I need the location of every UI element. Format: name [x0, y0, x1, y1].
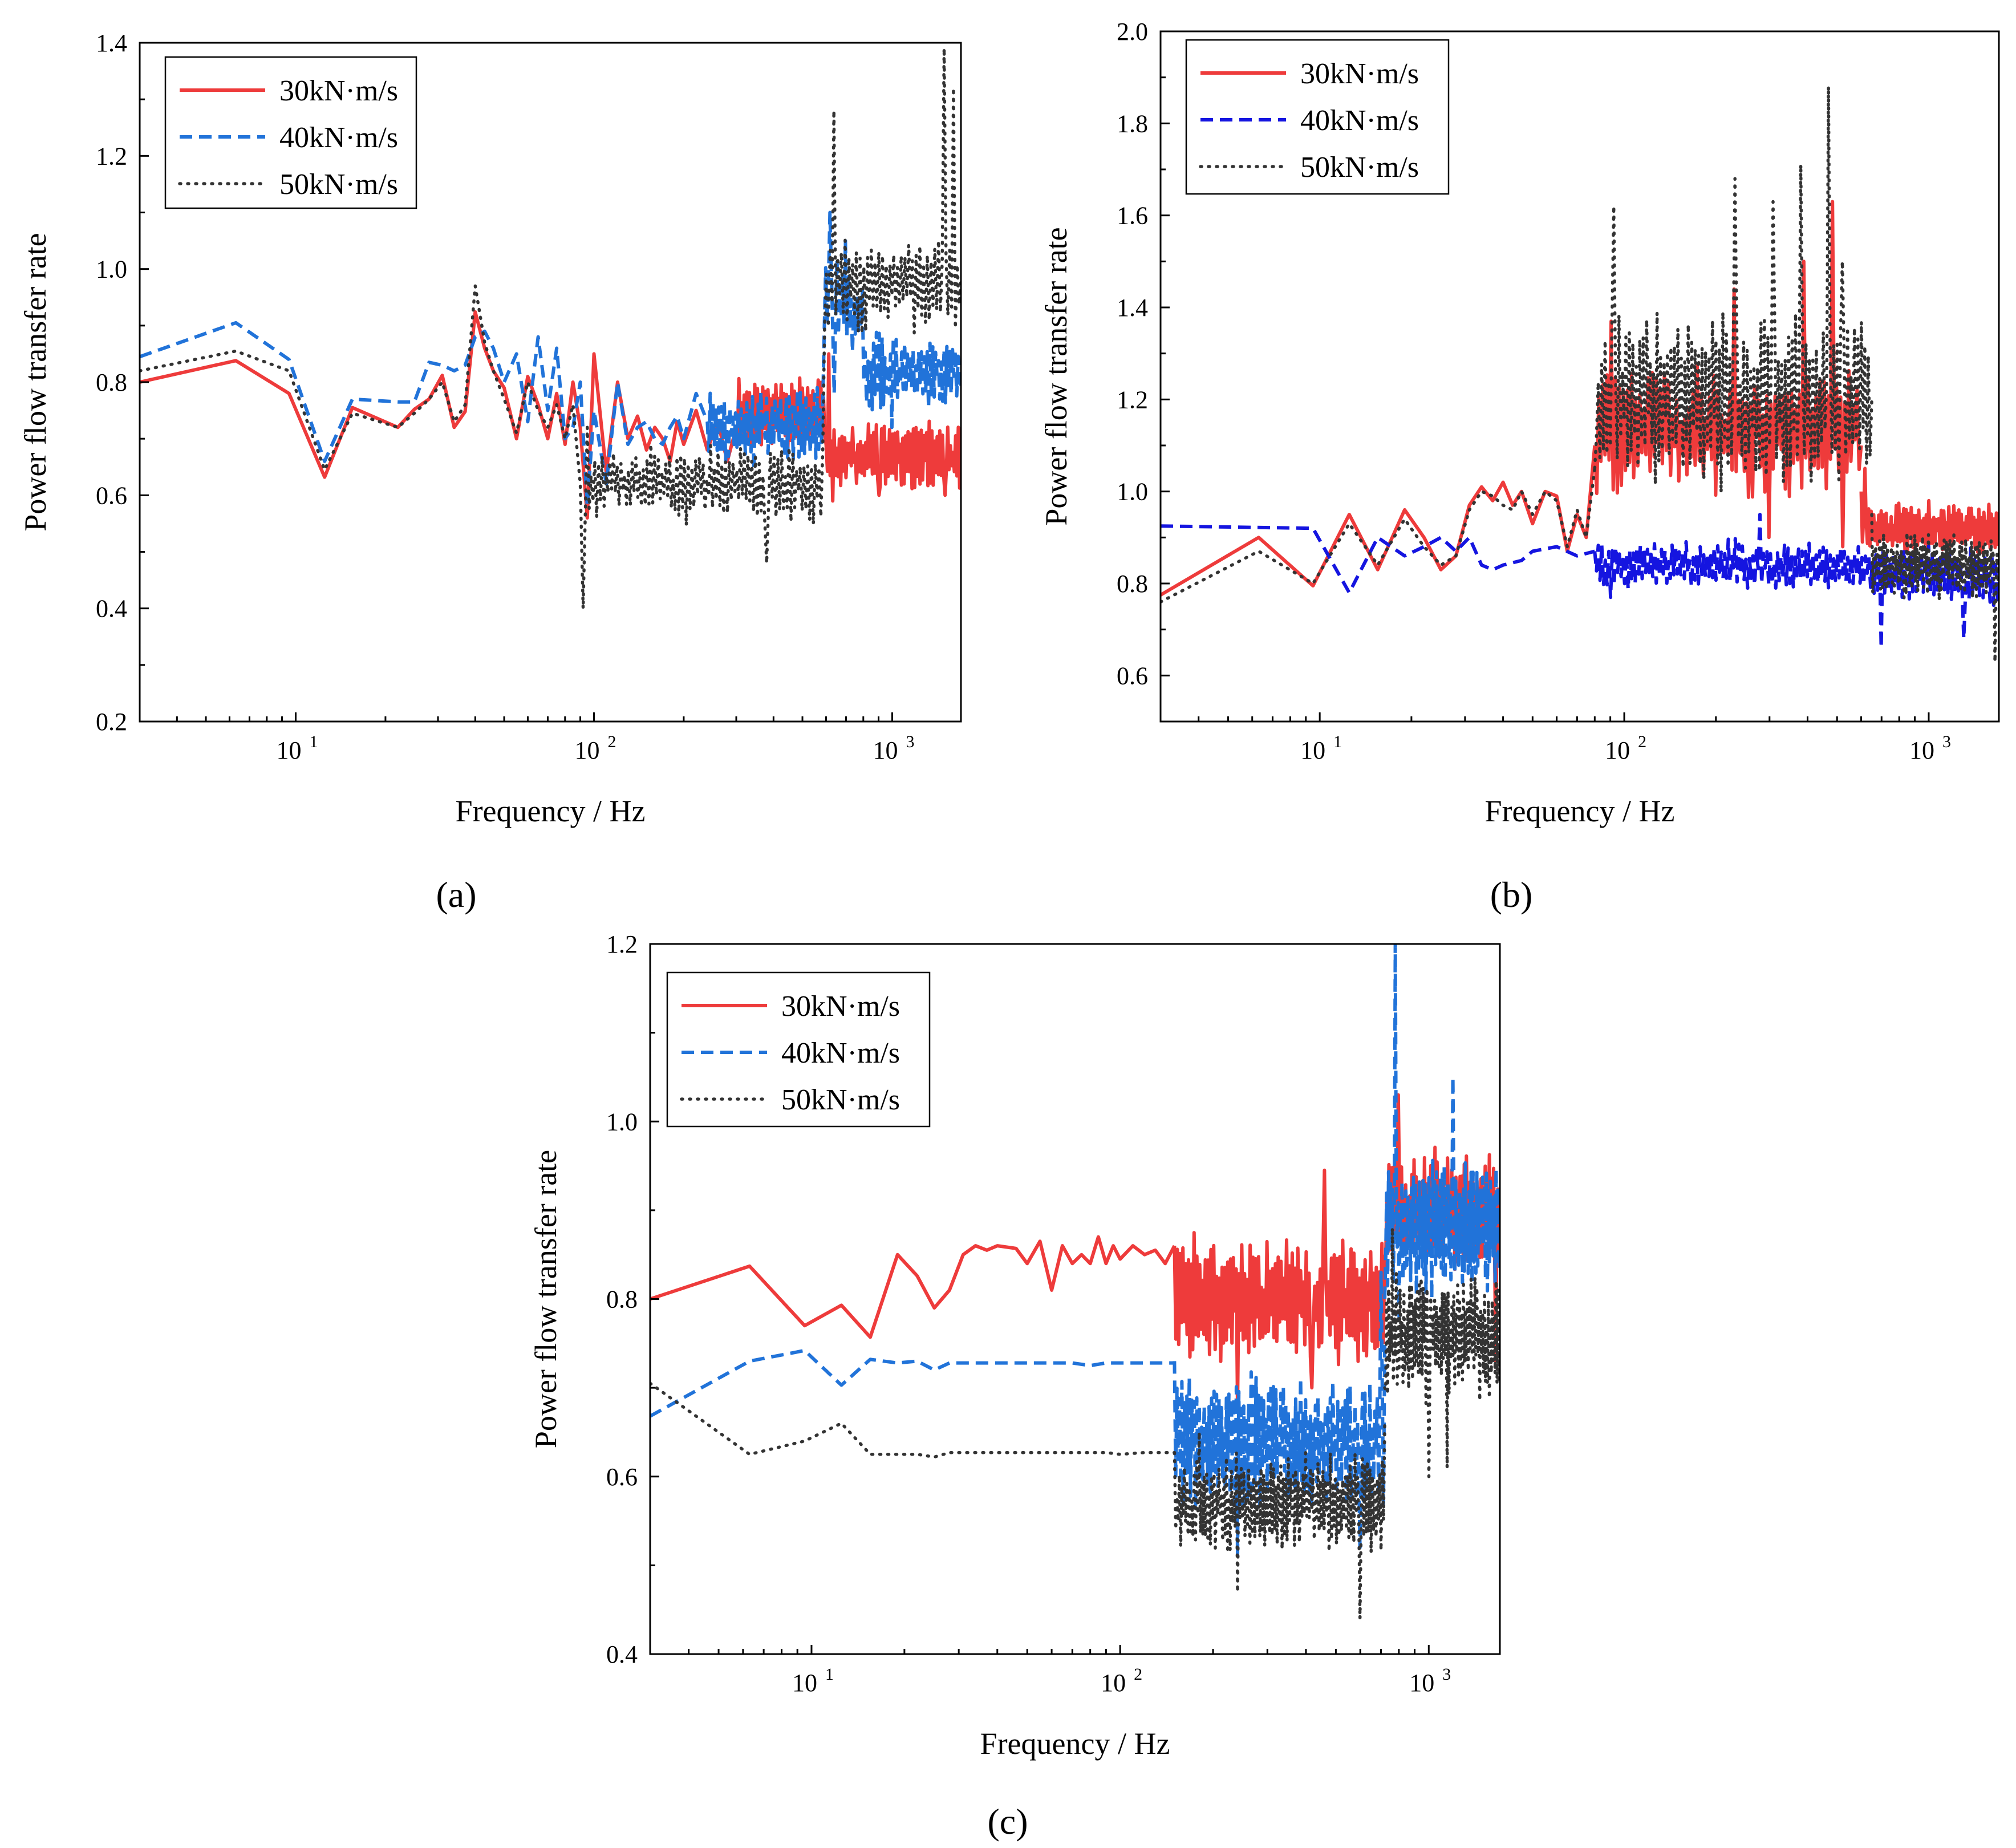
x-tick-exponent: 2 — [607, 732, 616, 751]
series-segment — [650, 1381, 1177, 1459]
series-segment — [1859, 467, 1999, 555]
x-tick-exponent: 3 — [906, 732, 914, 751]
y-tick-label: 0.8 — [606, 1286, 638, 1314]
x-tick-label: 10 — [792, 1669, 817, 1697]
x-tick-exponent: 2 — [1638, 732, 1646, 751]
plot-area — [1161, 85, 1999, 663]
legend-label: 30kN·m/s — [279, 75, 398, 107]
series-30-line — [1161, 200, 1999, 597]
series-segment — [1161, 445, 1597, 597]
series-40-line — [650, 944, 1500, 1558]
legend-label: 40kN·m/s — [1300, 104, 1419, 137]
panel-c-chart: 0.4 0.6 0.8 1.0 1.2 10 1 10 2 10 3 Frequency / Hz Po… — [529, 930, 1501, 1761]
y-tick-label: 1.2 — [606, 930, 638, 958]
panel-c-label: (c) — [987, 1801, 1028, 1842]
y-tick-label: 1.4 — [96, 29, 127, 57]
x-tick-exponent: 3 — [1942, 732, 1951, 751]
series-50-line — [650, 1226, 1500, 1620]
series-segment — [140, 321, 709, 509]
panel-a-chart: 0.2 0.4 0.6 0.8 1.0 1.2 1.4 10 1 10 2 10 3 Frequency … — [18, 29, 962, 828]
y-tick-label: 2.0 — [1117, 18, 1148, 46]
series-50-line — [140, 47, 961, 610]
x-tick-label: 10 — [276, 736, 301, 764]
x-axis-title: Frequency / Hz — [980, 1727, 1170, 1761]
y-tick-label: 0.6 — [96, 481, 127, 509]
x-tick-label: 10 — [1300, 736, 1325, 764]
legend-label: 30kN·m/s — [1300, 58, 1419, 90]
series-segment — [1383, 944, 1500, 1319]
series-40-line — [140, 210, 961, 509]
series-30-line — [140, 310, 961, 520]
x-tick-label: 10 — [574, 736, 599, 764]
x-tick-label: 10 — [873, 736, 898, 764]
y-tick-label: 1.0 — [96, 256, 127, 283]
series-segment — [650, 1235, 1177, 1339]
y-tick-label: 1.0 — [1117, 478, 1148, 506]
series-segment — [586, 47, 961, 565]
panel-a-label: (a) — [436, 874, 476, 915]
series-segment — [140, 284, 589, 610]
x-tick-exponent: 1 — [825, 1665, 834, 1684]
legend-label: 50kN·m/s — [1300, 151, 1419, 184]
x-tick-exponent: 1 — [309, 732, 318, 751]
y-tick-label: 1.8 — [1117, 110, 1148, 137]
x-tick-label: 10 — [1101, 1669, 1126, 1697]
x-axis-title: Frequency / Hz — [456, 794, 646, 828]
series-segment — [1870, 513, 1999, 663]
series-segment — [1173, 1168, 1387, 1408]
series-segment — [1593, 85, 1873, 494]
x-axis-title: Frequency / Hz — [1485, 794, 1675, 828]
series-segment — [1383, 1226, 1500, 1478]
plot-area — [650, 944, 1500, 1620]
y-tick-label: 0.8 — [1117, 570, 1148, 598]
legend-box — [164, 56, 417, 209]
y-tick-label: 1.2 — [1117, 386, 1148, 414]
series-segment — [1161, 467, 1597, 604]
x-tick-label: 10 — [1409, 1669, 1434, 1697]
y-tick-label: 1.4 — [1117, 294, 1148, 322]
legend-label: 50kN·m/s — [279, 168, 398, 201]
x-tick-exponent: 3 — [1442, 1665, 1451, 1684]
y-tick-label: 0.8 — [96, 368, 127, 396]
series-segment — [1161, 524, 1596, 595]
x-tick-exponent: 1 — [1333, 732, 1342, 751]
x-tick-label: 10 — [1605, 736, 1630, 764]
plot-frame — [1159, 30, 2000, 723]
legend-label: 50kN·m/s — [781, 1084, 900, 1116]
series-50-line — [1161, 85, 1999, 663]
series-segment — [650, 1348, 1175, 1418]
y-tick-label: 0.2 — [96, 708, 127, 736]
legend: 30kN·m/s 40kN·m/s 50kN·m/s — [666, 971, 931, 1128]
series-segment — [1173, 1421, 1386, 1620]
y-tick-label: 0.4 — [606, 1640, 638, 1668]
series-segment — [1173, 1270, 1387, 1558]
x-tick-label: 10 — [1909, 736, 1934, 764]
y-tick-label: 1.2 — [96, 142, 127, 170]
legend-box — [1185, 39, 1450, 195]
series-segment — [1593, 513, 1999, 650]
legend-label: 40kN·m/s — [279, 121, 398, 154]
legend-label: 30kN·m/s — [781, 990, 900, 1023]
series-segment — [705, 210, 961, 472]
y-tick-label: 0.6 — [606, 1463, 638, 1491]
y-axis-title: Power flow transfer rate — [1039, 227, 1073, 525]
y-tick-label: 0.4 — [96, 595, 127, 623]
series-40-line — [1161, 513, 1999, 650]
y-tick-label: 1.0 — [606, 1108, 638, 1136]
plot-area — [140, 47, 961, 610]
legend: 30kN·m/s 40kN·m/s 50kN·m/s — [1185, 39, 1450, 195]
y-tick-label: 1.6 — [1117, 202, 1148, 230]
y-tick-label: 0.6 — [1117, 662, 1148, 690]
legend-label: 40kN·m/s — [781, 1037, 900, 1069]
legend: 30kN·m/s 40kN·m/s 50kN·m/s — [164, 56, 417, 209]
panel-b-label: (b) — [1490, 874, 1533, 915]
panel-b-chart: 0.6 0.8 1.0 1.2 1.4 1.6 1.8 2.0 10 1 10 2 10 3 Frequen… — [1039, 18, 2000, 828]
series-30-line — [650, 1093, 1500, 1408]
legend-box — [666, 971, 931, 1128]
y-axis-title: Power flow transfer rate — [529, 1150, 563, 1448]
x-tick-exponent: 2 — [1134, 1665, 1142, 1684]
y-axis-title: Power flow transfer rate — [18, 233, 52, 531]
